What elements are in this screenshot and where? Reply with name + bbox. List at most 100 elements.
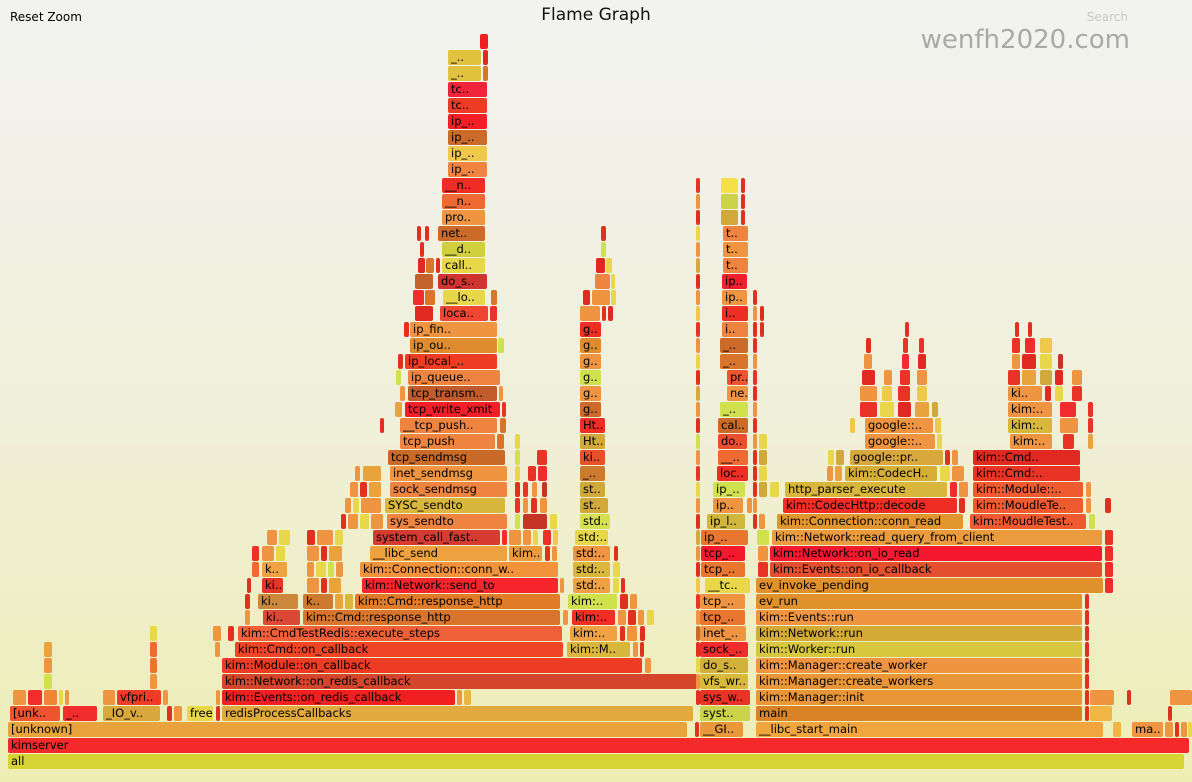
frame[interactable]: [1015, 322, 1019, 337]
frame[interactable]: [753, 370, 757, 385]
frame[interactable]: [864, 354, 872, 369]
frame[interactable]: [945, 450, 950, 465]
frame[interactable]: [1089, 514, 1095, 529]
frame[interactable]: [1127, 690, 1131, 705]
frame[interactable]: loca..: [440, 306, 488, 321]
frame[interactable]: ip_..: [713, 482, 745, 497]
frame[interactable]: [760, 306, 764, 321]
frame[interactable]: [247, 578, 251, 593]
frame[interactable]: [167, 706, 172, 721]
frame[interactable]: [592, 290, 610, 305]
frame[interactable]: [1085, 658, 1089, 673]
frame[interactable]: __GI..: [700, 722, 743, 737]
frame[interactable]: [601, 242, 606, 257]
frame[interactable]: ip_queue..: [408, 370, 500, 385]
frame[interactable]: [611, 274, 615, 289]
frame[interactable]: [498, 338, 504, 353]
frame[interactable]: redisProcessCallbacks: [222, 706, 693, 721]
frame[interactable]: tcp_..: [701, 562, 745, 577]
frame[interactable]: [345, 594, 353, 609]
frame[interactable]: [348, 514, 358, 529]
frame[interactable]: kim..: [509, 546, 542, 561]
frame[interactable]: [1008, 370, 1020, 385]
frame[interactable]: kim:..: [568, 594, 617, 609]
frame[interactable]: [150, 658, 157, 673]
frame[interactable]: [1105, 530, 1113, 545]
frame[interactable]: [28, 690, 42, 705]
frame[interactable]: [215, 642, 220, 657]
frame[interactable]: tcp_..: [700, 610, 745, 625]
frame[interactable]: [696, 418, 700, 433]
frame[interactable]: [1113, 722, 1121, 737]
frame[interactable]: [753, 450, 757, 465]
frame[interactable]: [252, 562, 259, 577]
frame[interactable]: call..: [442, 258, 485, 273]
frame[interactable]: [880, 402, 894, 417]
frame[interactable]: Ht..: [580, 434, 605, 449]
frame[interactable]: [1085, 594, 1089, 609]
frame[interactable]: [759, 482, 767, 497]
frame[interactable]: [950, 482, 957, 497]
frame[interactable]: [150, 674, 157, 689]
frame[interactable]: [509, 530, 521, 545]
frame[interactable]: [633, 642, 638, 657]
frame[interactable]: g..: [580, 370, 601, 385]
frame[interactable]: [371, 514, 383, 529]
frame[interactable]: ip_..: [701, 530, 748, 545]
frame[interactable]: [415, 274, 433, 289]
frame[interactable]: kim:..: [1010, 434, 1052, 449]
frame[interactable]: [935, 418, 941, 433]
frame[interactable]: kim::Worker::run: [756, 642, 1082, 657]
frame[interactable]: [940, 466, 950, 481]
frame[interactable]: [1105, 578, 1113, 593]
frame[interactable]: [307, 530, 315, 545]
frame[interactable]: [363, 466, 381, 481]
frame[interactable]: [1025, 338, 1035, 353]
frame[interactable]: ki..: [258, 594, 298, 609]
frame[interactable]: [540, 498, 547, 513]
frame[interactable]: tcp_transm..: [408, 386, 497, 401]
frame[interactable]: [341, 514, 346, 529]
frame[interactable]: ma..: [1132, 722, 1163, 737]
frame[interactable]: syst..: [700, 706, 750, 721]
frame[interactable]: __n..: [442, 194, 485, 209]
frame[interactable]: [903, 338, 908, 353]
frame[interactable]: [884, 370, 892, 385]
frame[interactable]: [44, 674, 52, 689]
frame[interactable]: [959, 498, 965, 513]
frame[interactable]: kim::Events::on_redis_callback: [222, 690, 455, 705]
frame[interactable]: [860, 402, 877, 417]
search-button[interactable]: Search: [1086, 10, 1128, 24]
frame[interactable]: [unk..: [10, 706, 60, 721]
frame[interactable]: kimserver: [8, 738, 1189, 753]
frame[interactable]: [1175, 722, 1179, 737]
frame[interactable]: kim::CmdTestRedis::execute_steps: [238, 626, 562, 641]
frame[interactable]: [696, 690, 700, 705]
frame[interactable]: [1085, 610, 1089, 625]
frame[interactable]: [696, 674, 700, 689]
frame[interactable]: [866, 338, 871, 353]
frame[interactable]: [628, 610, 636, 625]
frame[interactable]: [721, 210, 738, 225]
frame[interactable]: [721, 178, 738, 193]
frame[interactable]: [898, 386, 910, 401]
frame[interactable]: [44, 690, 57, 705]
frame[interactable]: kim::Network::on_io_read: [770, 546, 1102, 561]
frame[interactable]: [918, 354, 926, 369]
frame[interactable]: [262, 546, 274, 561]
frame[interactable]: [611, 290, 616, 305]
frame[interactable]: [515, 434, 520, 449]
frame[interactable]: [696, 530, 700, 545]
frame[interactable]: [398, 354, 403, 369]
frame[interactable]: std:..: [575, 530, 608, 545]
frame[interactable]: g..: [580, 338, 601, 353]
frame[interactable]: [216, 706, 220, 721]
frame[interactable]: [523, 482, 528, 497]
frame[interactable]: [747, 498, 752, 513]
frame[interactable]: [483, 50, 488, 65]
frame[interactable]: [317, 530, 333, 545]
frame[interactable]: [1022, 354, 1036, 369]
frame[interactable]: __libc_start_main: [756, 722, 1103, 737]
frame[interactable]: [696, 402, 700, 417]
frame[interactable]: [457, 690, 462, 705]
